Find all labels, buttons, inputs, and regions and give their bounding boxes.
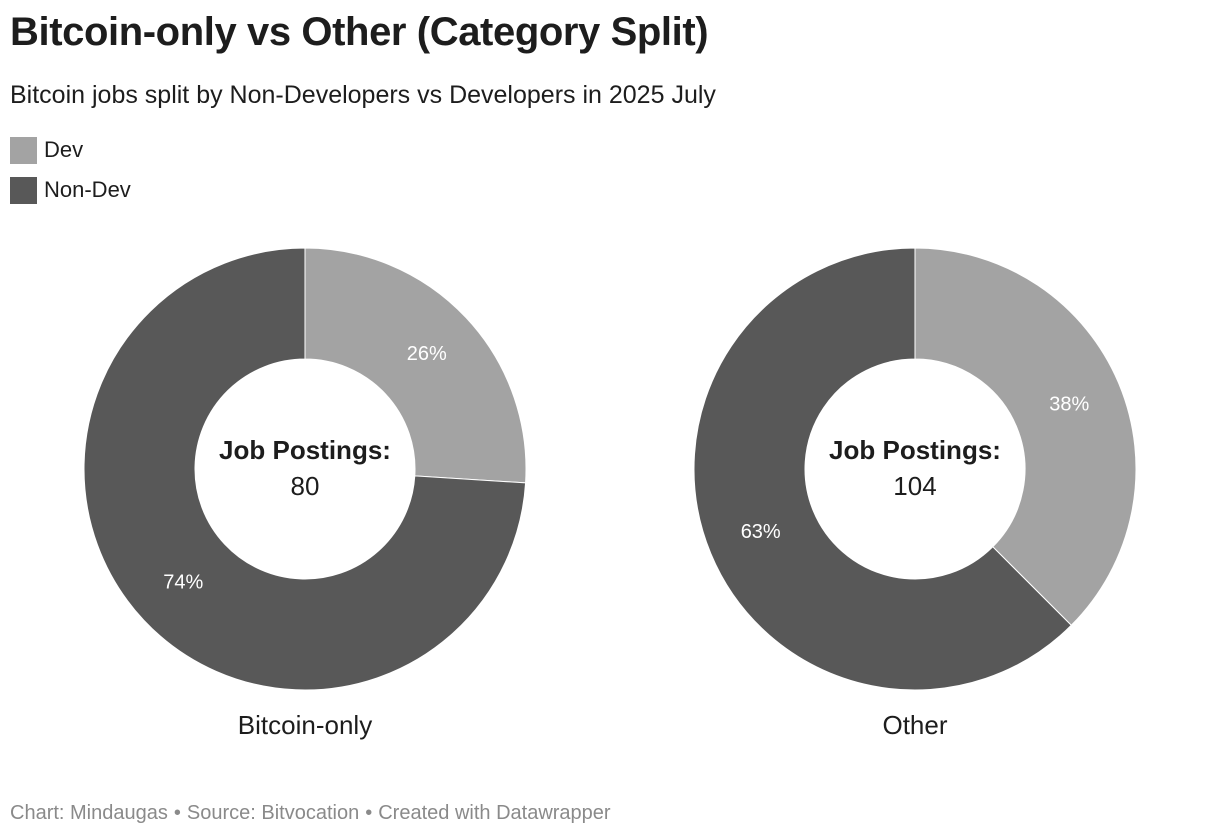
center-label-other: Job Postings:	[829, 435, 1001, 465]
center-value-other: 104	[893, 471, 936, 501]
footer-created-with: Created with Datawrapper	[378, 802, 611, 824]
legend-label-dev: Dev	[44, 137, 84, 162]
slice-label-other-dev: 38%	[1049, 393, 1089, 415]
donut-other: 38% 63% Job Postings: 104 Other	[693, 247, 1137, 740]
footer-chart-credit: Chart: Mindaugas	[10, 802, 168, 824]
slice-bitcoin-only-dev	[304, 247, 527, 484]
chart-title: Bitcoin-only vs Other (Category Split)	[10, 10, 709, 54]
slice-other-dev	[914, 247, 1137, 626]
chart-footer: Chart: Mindaugas • Source: Bitvocation • Cre…	[10, 802, 611, 825]
chart-label-bitcoin-only: Bitcoin-only	[238, 710, 372, 740]
slice-bitcoin-only-non-dev	[83, 247, 527, 691]
legend-item-dev: Dev	[10, 136, 131, 164]
legend-item-non-dev: Non-Dev	[10, 176, 131, 204]
chart-subtitle: Bitcoin jobs split by Non-Developers vs …	[10, 81, 716, 109]
slice-other-non-dev	[693, 247, 1072, 691]
legend-swatch-non-dev	[10, 176, 37, 204]
legend-swatch-dev	[10, 136, 37, 164]
legend: Dev Non-Dev	[10, 136, 131, 216]
chart-label-other: Other	[882, 710, 947, 740]
footer-separator-2: •	[365, 802, 373, 824]
footer-separator-1: •	[173, 802, 181, 824]
center-value-bitcoin-only: 80	[291, 471, 320, 501]
footer-source: Source: Bitvocation	[186, 802, 360, 824]
center-label-bitcoin-only: Job Postings:	[219, 435, 391, 465]
slice-label-other-non-dev: 63%	[741, 521, 781, 543]
donut-bitcoin-only: 26% 74% Job Postings: 80 Bitcoin-only	[83, 247, 527, 740]
slice-label-bitcoin-only-dev: 26%	[407, 343, 447, 365]
legend-label-non-dev: Non-Dev	[44, 177, 131, 202]
slice-label-bitcoin-only-non-dev: 74%	[163, 572, 203, 594]
